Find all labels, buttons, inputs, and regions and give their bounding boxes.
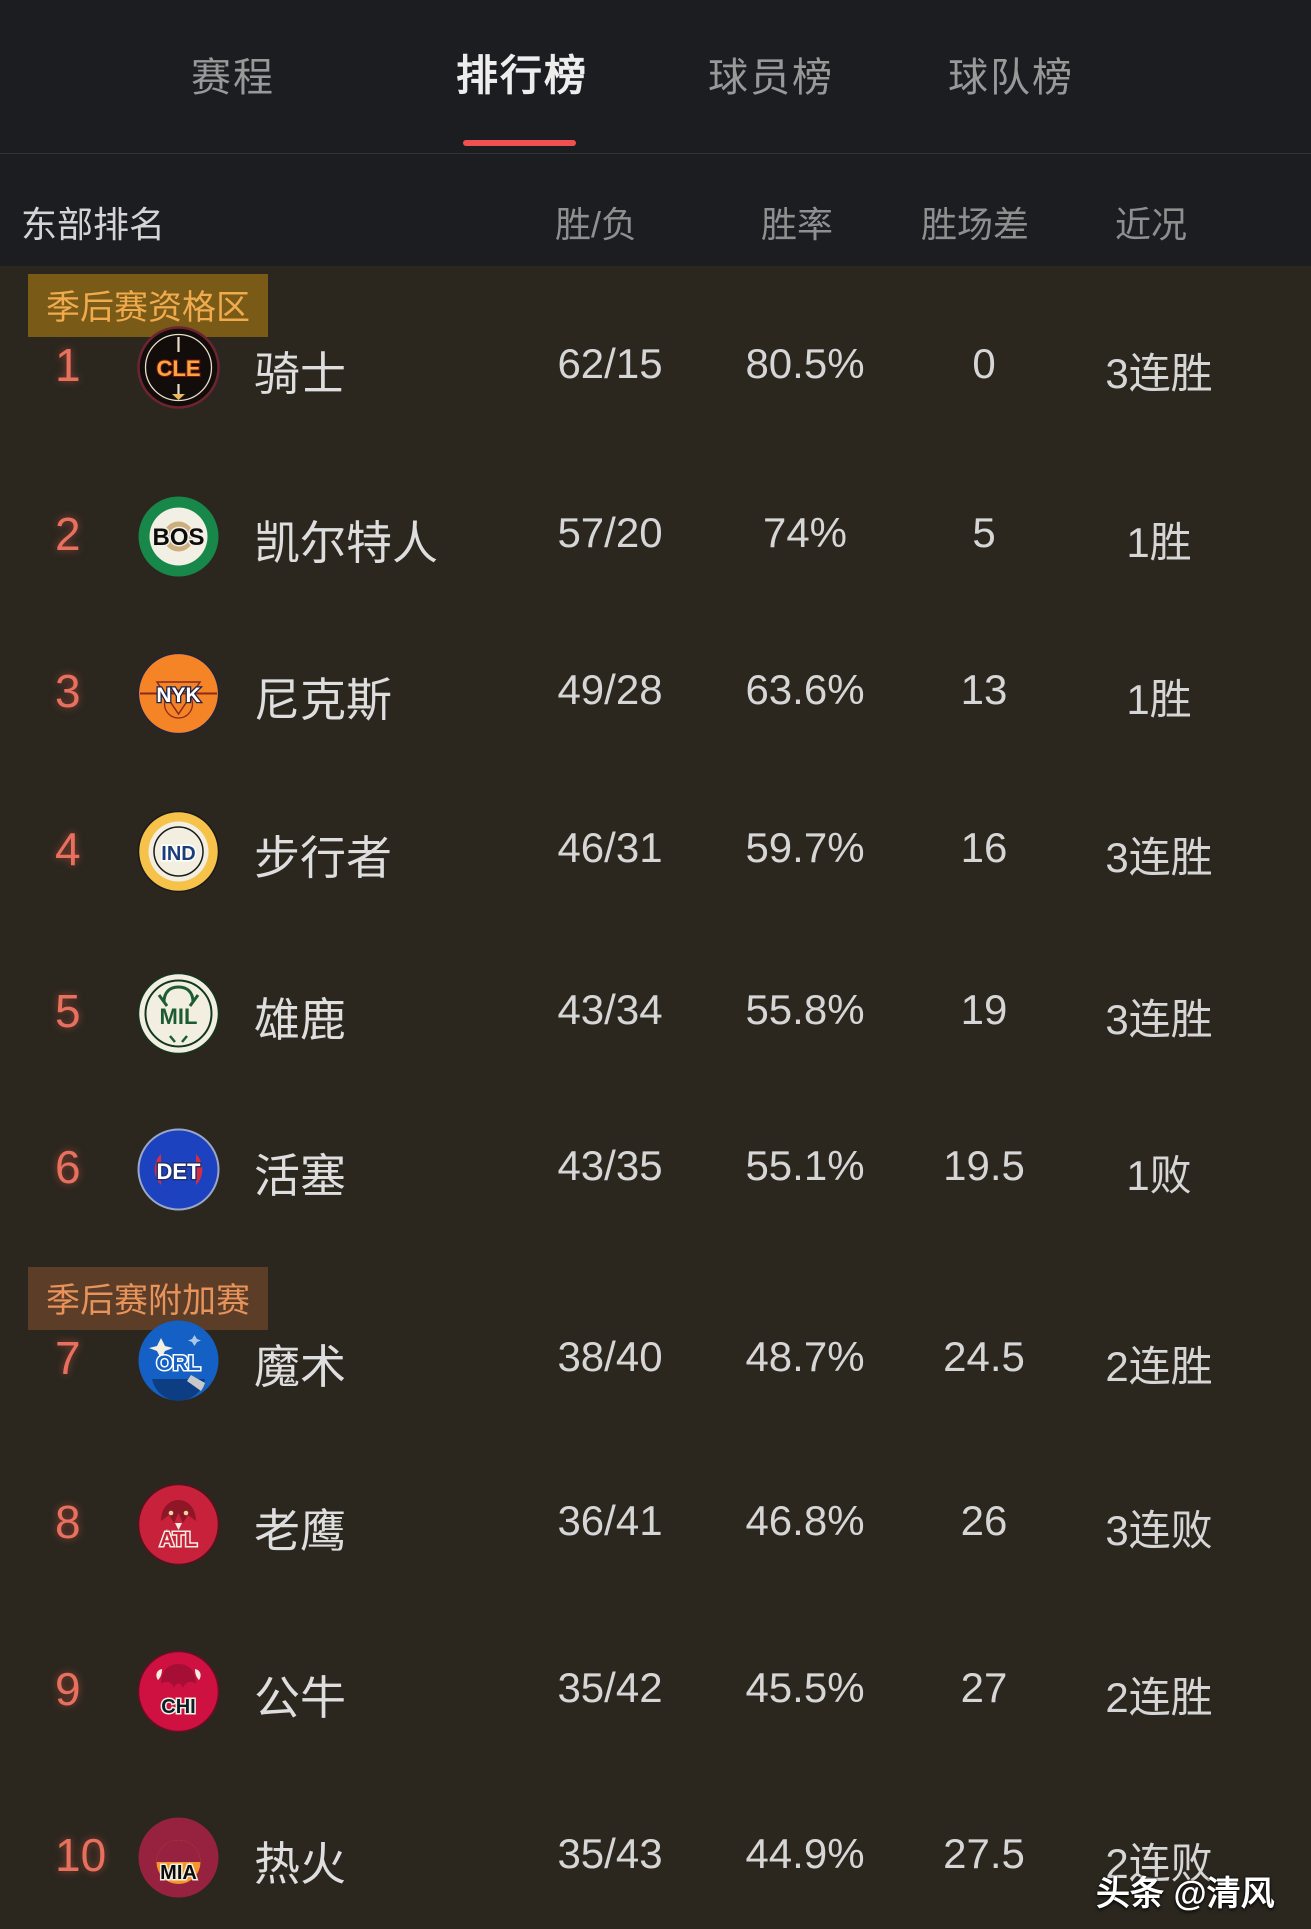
svg-text:NYK: NYK	[156, 684, 200, 707]
svg-text:DET: DET	[157, 1159, 202, 1184]
svg-text:CHI: CHI	[161, 1696, 195, 1718]
svg-text:ATL: ATL	[160, 1529, 197, 1551]
svg-text:MIL: MIL	[160, 1004, 198, 1029]
svg-text:CLE: CLE	[157, 356, 201, 381]
svg-text:BOS: BOS	[152, 524, 204, 551]
svg-text:MIA: MIA	[160, 1862, 197, 1884]
svg-text:ORL: ORL	[156, 1352, 201, 1375]
svg-text:IND: IND	[161, 843, 195, 865]
